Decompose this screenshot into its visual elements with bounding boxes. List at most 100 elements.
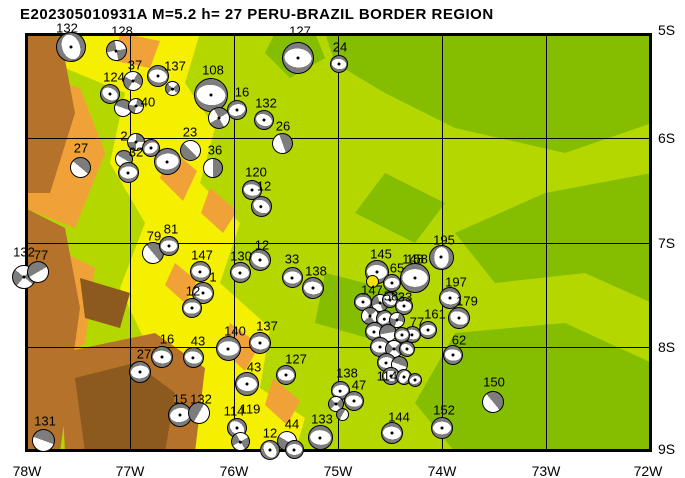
ball-center-dot: [201, 291, 205, 295]
depth-label: 127: [289, 23, 311, 39]
ball-center-dot: [126, 170, 130, 174]
focal-mechanism-ball: [188, 259, 212, 283]
ball-center-dot: [352, 399, 356, 403]
terrain-svg: [25, 33, 652, 452]
ball-center-dot: [381, 315, 387, 321]
gridline-parallel: [25, 243, 652, 244]
lon-axis-label: 78W: [12, 463, 42, 478]
depth-label: 81: [163, 221, 179, 237]
ball-center-dot: [178, 413, 182, 417]
ball-center-dot: [426, 328, 430, 332]
focal-mechanism-ball: [215, 335, 241, 361]
depth-label: 130: [230, 248, 252, 264]
ball-center-dot: [440, 426, 444, 430]
depth-label: 1: [209, 269, 217, 285]
ball-center-dot: [114, 48, 118, 52]
depth-label: 119: [239, 401, 261, 417]
depth-label: 79: [146, 228, 162, 244]
ball-center-dot: [107, 91, 113, 97]
depth-label: 137: [164, 58, 186, 74]
ball-center-dot: [390, 431, 394, 435]
depth-label: 158: [406, 251, 428, 267]
gridline-parallel: [25, 347, 652, 348]
ball-center-dot: [191, 355, 195, 359]
ball-center-dot: [216, 115, 222, 121]
ball-center-dot: [284, 373, 288, 377]
depth-label: 147: [361, 282, 383, 298]
depth-label: 32: [128, 144, 144, 160]
depth-label: 65: [389, 260, 405, 276]
ball-center-dot: [375, 270, 379, 274]
depth-label: 114: [223, 403, 245, 419]
depth-label: 43: [190, 333, 206, 349]
ball-center-dot: [134, 104, 138, 108]
ball-center-dot: [338, 388, 342, 392]
lon-axis-label: 76W: [219, 463, 249, 478]
ball-center-dot: [69, 45, 73, 49]
depth-label: 16: [234, 84, 250, 100]
ball-center-dot: [258, 203, 264, 209]
ball-center-dot: [267, 447, 273, 453]
focal-mechanism-ball: [281, 266, 303, 288]
ball-center-dot: [413, 378, 417, 382]
ball-center-dot: [457, 316, 461, 320]
lat-axis-label: 9S: [658, 441, 676, 457]
ball-center-dot: [160, 355, 164, 359]
ball-center-dot: [391, 346, 397, 352]
depth-label: 2: [120, 128, 128, 144]
depth-label: 24: [332, 39, 348, 55]
focal-mechanism-ball: [228, 260, 252, 284]
depth-label: 62: [451, 332, 467, 348]
depth-label: 77: [409, 314, 425, 330]
ball-center-dot: [134, 140, 138, 144]
ball-center-dot: [237, 438, 243, 444]
lat-axis-label: 7S: [658, 235, 676, 251]
depth-label: 140: [224, 323, 246, 339]
lon-axis-label: 72W: [633, 463, 663, 478]
gridline-meridian: [130, 33, 131, 452]
ball-center-dot: [390, 281, 394, 285]
ball-center-dot: [209, 93, 213, 97]
depth-label: 47: [351, 377, 367, 393]
depth-label: 148: [402, 251, 424, 267]
ball-center-dot: [258, 341, 262, 345]
depth-label: 124: [103, 69, 125, 85]
depth-label: 12: [256, 178, 272, 194]
lat-axis-label: 6S: [658, 130, 676, 146]
ball-center-dot: [367, 313, 373, 319]
lon-axis-label: 74W: [427, 463, 457, 478]
ball-center-dot: [296, 56, 300, 60]
depth-label: 44: [284, 416, 300, 432]
ball-center-dot: [165, 159, 169, 163]
focal-mechanism-ball: [203, 158, 223, 178]
depth-label: 12: [262, 425, 278, 441]
ball-center-dot: [148, 145, 154, 151]
depth-label: 150: [483, 374, 505, 390]
depth-label: 147: [191, 247, 213, 263]
depth-label: 27: [136, 346, 152, 362]
depth-label: 33: [397, 289, 413, 305]
ball-center-dot: [290, 275, 294, 279]
main-event-ball: [365, 274, 379, 288]
focal-mechanism-ball: [117, 161, 139, 183]
ball-center-dot: [198, 269, 202, 273]
lon-axis-label: 73W: [531, 463, 561, 478]
depth-label: 131: [34, 413, 56, 429]
depth-label: 114: [376, 368, 398, 384]
depth-label: 127: [285, 351, 307, 367]
ball-center-dot: [378, 345, 382, 349]
depth-label: 12: [254, 237, 270, 253]
ball-center-dot: [21, 274, 27, 280]
depth-label: 43: [246, 359, 262, 375]
depth-label: 133: [311, 411, 333, 427]
focal-mechanism-ball: [428, 244, 454, 270]
depth-label: 195: [433, 232, 455, 248]
ball-center-dot: [156, 74, 160, 78]
depth-label: 145: [370, 246, 392, 262]
depth-label: 132: [13, 244, 35, 260]
ball-center-dot: [395, 318, 399, 322]
depth-label: 12: [185, 283, 201, 299]
lat-axis-label: 5S: [658, 22, 676, 38]
depth-label: 16: [159, 331, 175, 347]
